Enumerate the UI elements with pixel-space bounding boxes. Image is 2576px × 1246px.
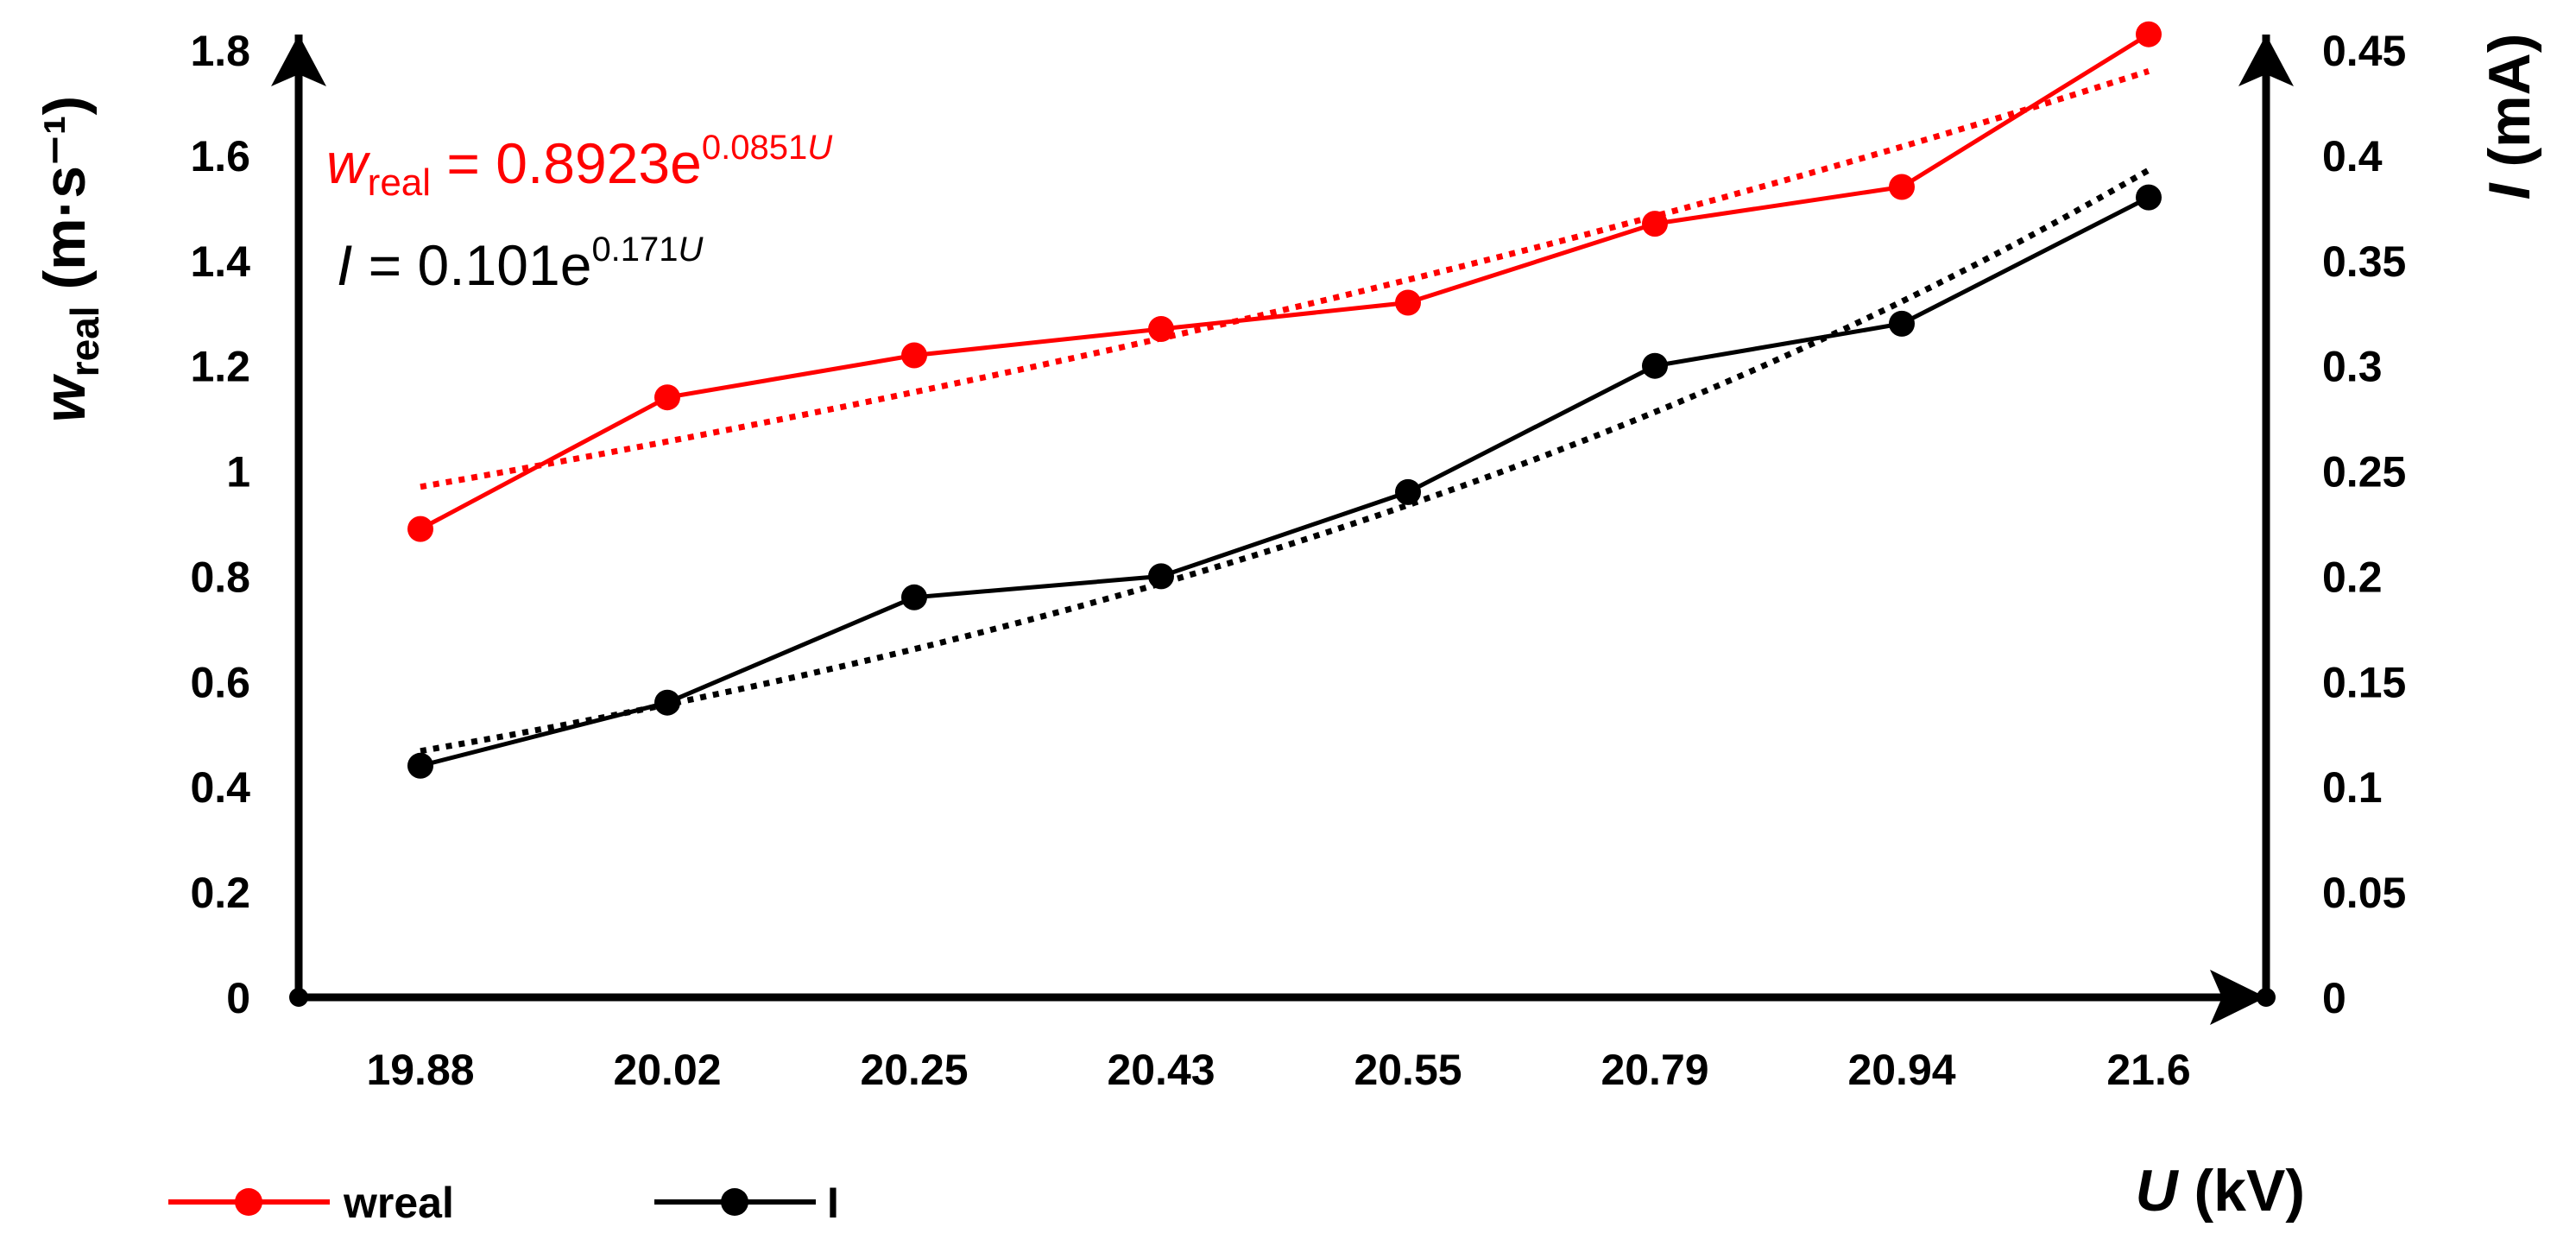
y-right-tick-label: 0.25 [2322, 448, 2406, 497]
trendlines [420, 68, 2150, 755]
y-right-tick-label: 0.2 [2322, 553, 2383, 601]
x-axis-arrow [2210, 970, 2266, 1025]
data-point-i [654, 689, 680, 716]
legend: wreal I [168, 1179, 839, 1227]
right-y-axis-arrow [2238, 35, 2294, 86]
data-point-i [407, 752, 433, 779]
y-left-tick-label: 1.8 [190, 27, 250, 75]
y-right-tick-label: 0.15 [2322, 658, 2406, 706]
x-tick-label: 20.94 [1847, 1046, 1955, 1094]
x-tick-label: 19.88 [366, 1046, 474, 1094]
y-left-tick-label: 1.2 [190, 343, 250, 391]
data-point-i [2136, 184, 2162, 211]
data-point-wreal [2136, 21, 2162, 47]
y-right-tick-label: 0.05 [2322, 869, 2406, 917]
y-right-tick-label: 0 [2322, 974, 2346, 1022]
legend-marker-wreal [235, 1188, 262, 1216]
trendline-wreal [420, 68, 2150, 490]
left-y-axis-arrow [271, 35, 326, 86]
y-left-tick-label: 1.4 [190, 237, 250, 286]
axes [271, 35, 2294, 1025]
x-axis-title: U (kV) [2136, 1158, 2305, 1224]
x-tick-label: 20.55 [1354, 1046, 1462, 1094]
y-right-tick-label: 0.1 [2322, 763, 2383, 812]
origin-dot [289, 988, 308, 1007]
data-point-wreal [1889, 174, 1915, 200]
y-left-tick-label: 0.8 [190, 553, 250, 601]
data-point-i [1148, 563, 1174, 590]
legend-label-wreal: wreal [343, 1179, 454, 1227]
data-point-i [1889, 310, 1915, 337]
y-right-axis-title: I (mA) [2477, 34, 2542, 200]
data-point-wreal [901, 342, 927, 369]
x-tick-label: 21.6 [2106, 1046, 2190, 1094]
series-lines [419, 32, 2150, 768]
series-markers [407, 21, 2162, 779]
x-tick-label: 20.43 [1107, 1046, 1215, 1094]
data-point-wreal [1148, 316, 1174, 342]
y-right-tick-label: 0.45 [2322, 27, 2406, 75]
data-point-i [1642, 352, 1668, 379]
y-right-tick-label: 0.4 [2322, 132, 2383, 180]
x-tick-labels: 19.88 20.02 20.25 20.43 20.55 20.79 20.94 21.6 [366, 1046, 2190, 1094]
equation-i: I = 0.101e0.171U [337, 231, 704, 297]
series-line-i [420, 195, 2150, 768]
legend-label-i: I [827, 1179, 839, 1227]
y-left-tick-labels: 0 0.2 0.4 0.6 0.8 1 1.2 1.4 1.6 1.8 [190, 27, 250, 1022]
x-tick-label: 20.79 [1601, 1046, 1708, 1094]
y-left-tick-label: 0.6 [190, 658, 250, 706]
x-tick-label: 20.25 [860, 1046, 968, 1094]
legend-entry-wreal: wreal [168, 1179, 454, 1227]
right-axis-base-dot [2257, 988, 2276, 1007]
y-right-tick-labels: 0 0.05 0.1 0.15 0.2 0.25 0.3 0.35 0.4 0.45 [2322, 27, 2406, 1022]
y-left-tick-label: 0 [226, 974, 250, 1022]
y-left-tick-label: 1.6 [190, 132, 250, 180]
trendline-i [420, 167, 2150, 755]
x-tick-label: 20.02 [613, 1046, 721, 1094]
y-right-tick-label: 0.3 [2322, 343, 2383, 391]
legend-marker-i [721, 1188, 748, 1216]
data-point-wreal [1642, 211, 1668, 237]
data-point-wreal [654, 384, 680, 411]
data-point-wreal [1395, 289, 1421, 316]
data-point-i [901, 584, 927, 610]
y-left-tick-label: 0.4 [190, 763, 250, 812]
legend-entry-i: I [654, 1179, 839, 1227]
y-left-axis-title: wreal (m·s⁻¹) [32, 96, 107, 422]
equation-wreal: wreal = 0.8923e0.0851U [326, 129, 833, 204]
data-point-i [1395, 478, 1421, 505]
y-right-tick-label: 0.35 [2322, 237, 2406, 286]
series-line-wreal [419, 32, 2150, 531]
y-left-tick-label: 1 [226, 448, 250, 497]
data-point-wreal [407, 515, 433, 542]
y-left-tick-label: 0.2 [190, 869, 250, 917]
